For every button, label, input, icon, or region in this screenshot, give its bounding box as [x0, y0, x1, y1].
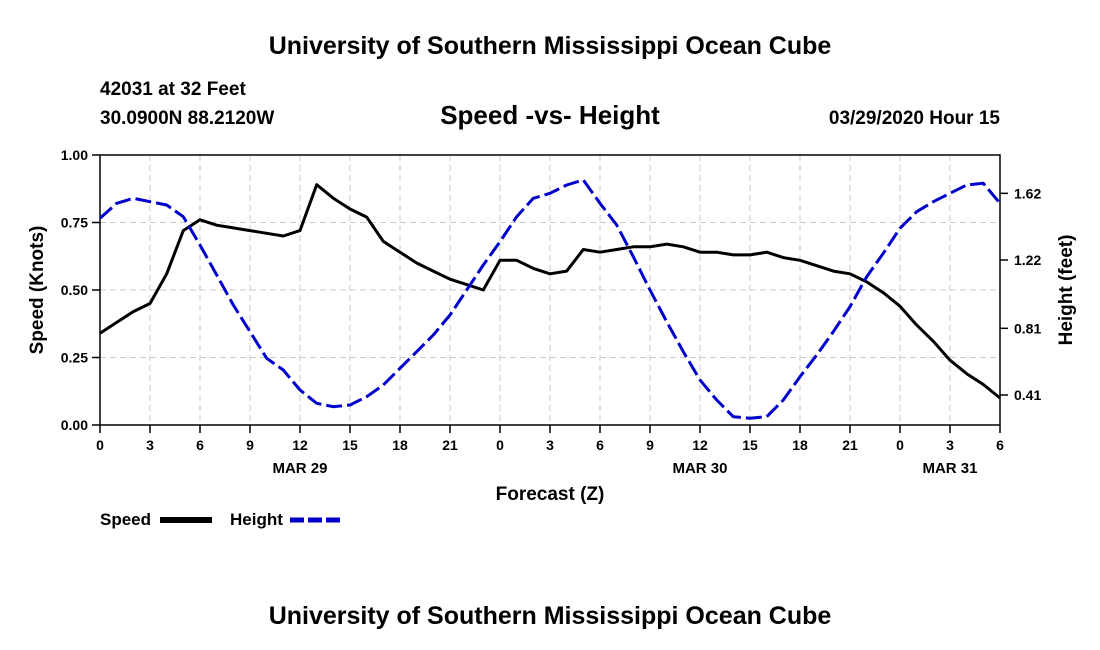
x-axis-label: Forecast (Z) [496, 484, 605, 505]
y-axis-label: Speed (Knots) [27, 226, 48, 355]
x-tick-label: 9 [246, 437, 254, 453]
y-tick-label: 0.75 [61, 215, 88, 231]
x-tick-label: 3 [546, 437, 554, 453]
x-tick-label: 3 [146, 437, 154, 453]
x-tick-label: 18 [792, 437, 808, 453]
y-tick-label: 1.00 [61, 147, 88, 163]
y-tick-label: 0.25 [61, 350, 88, 366]
x-tick-label: 6 [996, 437, 1004, 453]
y-tick-label: 0.00 [61, 417, 88, 433]
date-label: MAR 29 [272, 460, 327, 477]
x-tick-label: 0 [896, 437, 904, 453]
x-tick-label: 12 [692, 437, 708, 453]
station-label: 42031 at 32 Feet [100, 79, 246, 100]
x-tick-label: 21 [842, 437, 858, 453]
title-top: University of Southern Mississippi Ocean… [269, 32, 832, 60]
series-line-speed [99, 183, 1001, 400]
x-tick-label: 3 [946, 437, 954, 453]
datetime-label: 03/29/2020 Hour 15 [829, 108, 1001, 129]
legend: Speed Height [100, 510, 342, 529]
y2-tick-label: 1.22 [1014, 252, 1041, 268]
y2-tick-label: 0.41 [1014, 387, 1041, 403]
chart-title: Speed -vs- Height [440, 100, 660, 130]
legend-speed-label: Speed [100, 510, 151, 529]
location-label: 30.0900N 88.2120W [100, 108, 274, 129]
y2-tick-label: 0.81 [1014, 320, 1041, 336]
grid [100, 155, 1000, 425]
y-tick-label: 0.50 [61, 282, 88, 298]
y2-axis-label: Height (feet) [1056, 235, 1077, 346]
y2-tick-label: 1.62 [1014, 185, 1041, 201]
x-tick-label: 21 [442, 437, 458, 453]
axis-ticks: 0 3 6 9 12 15 18 21 0 3 6 9 12 15 18 21 0 3 6 MAR 29 MAR 30 M… [61, 147, 1042, 477]
x-tick-label: 12 [292, 437, 308, 453]
title-bottom: University of Southern Mississippi Ocean… [269, 602, 832, 630]
series [98, 178, 1002, 420]
x-tick-label: 15 [742, 437, 758, 453]
date-label: MAR 31 [922, 460, 977, 477]
x-tick-label: 18 [392, 437, 408, 453]
date-label: MAR 30 [672, 460, 727, 477]
x-tick-label: 0 [96, 437, 104, 453]
x-tick-label: 6 [196, 437, 204, 453]
x-tick-label: 6 [596, 437, 604, 453]
series-line-height [98, 178, 1002, 420]
legend-height-label: Height [230, 510, 283, 529]
x-tick-label: 9 [646, 437, 654, 453]
x-tick-label: 0 [496, 437, 504, 453]
x-tick-label: 15 [342, 437, 358, 453]
